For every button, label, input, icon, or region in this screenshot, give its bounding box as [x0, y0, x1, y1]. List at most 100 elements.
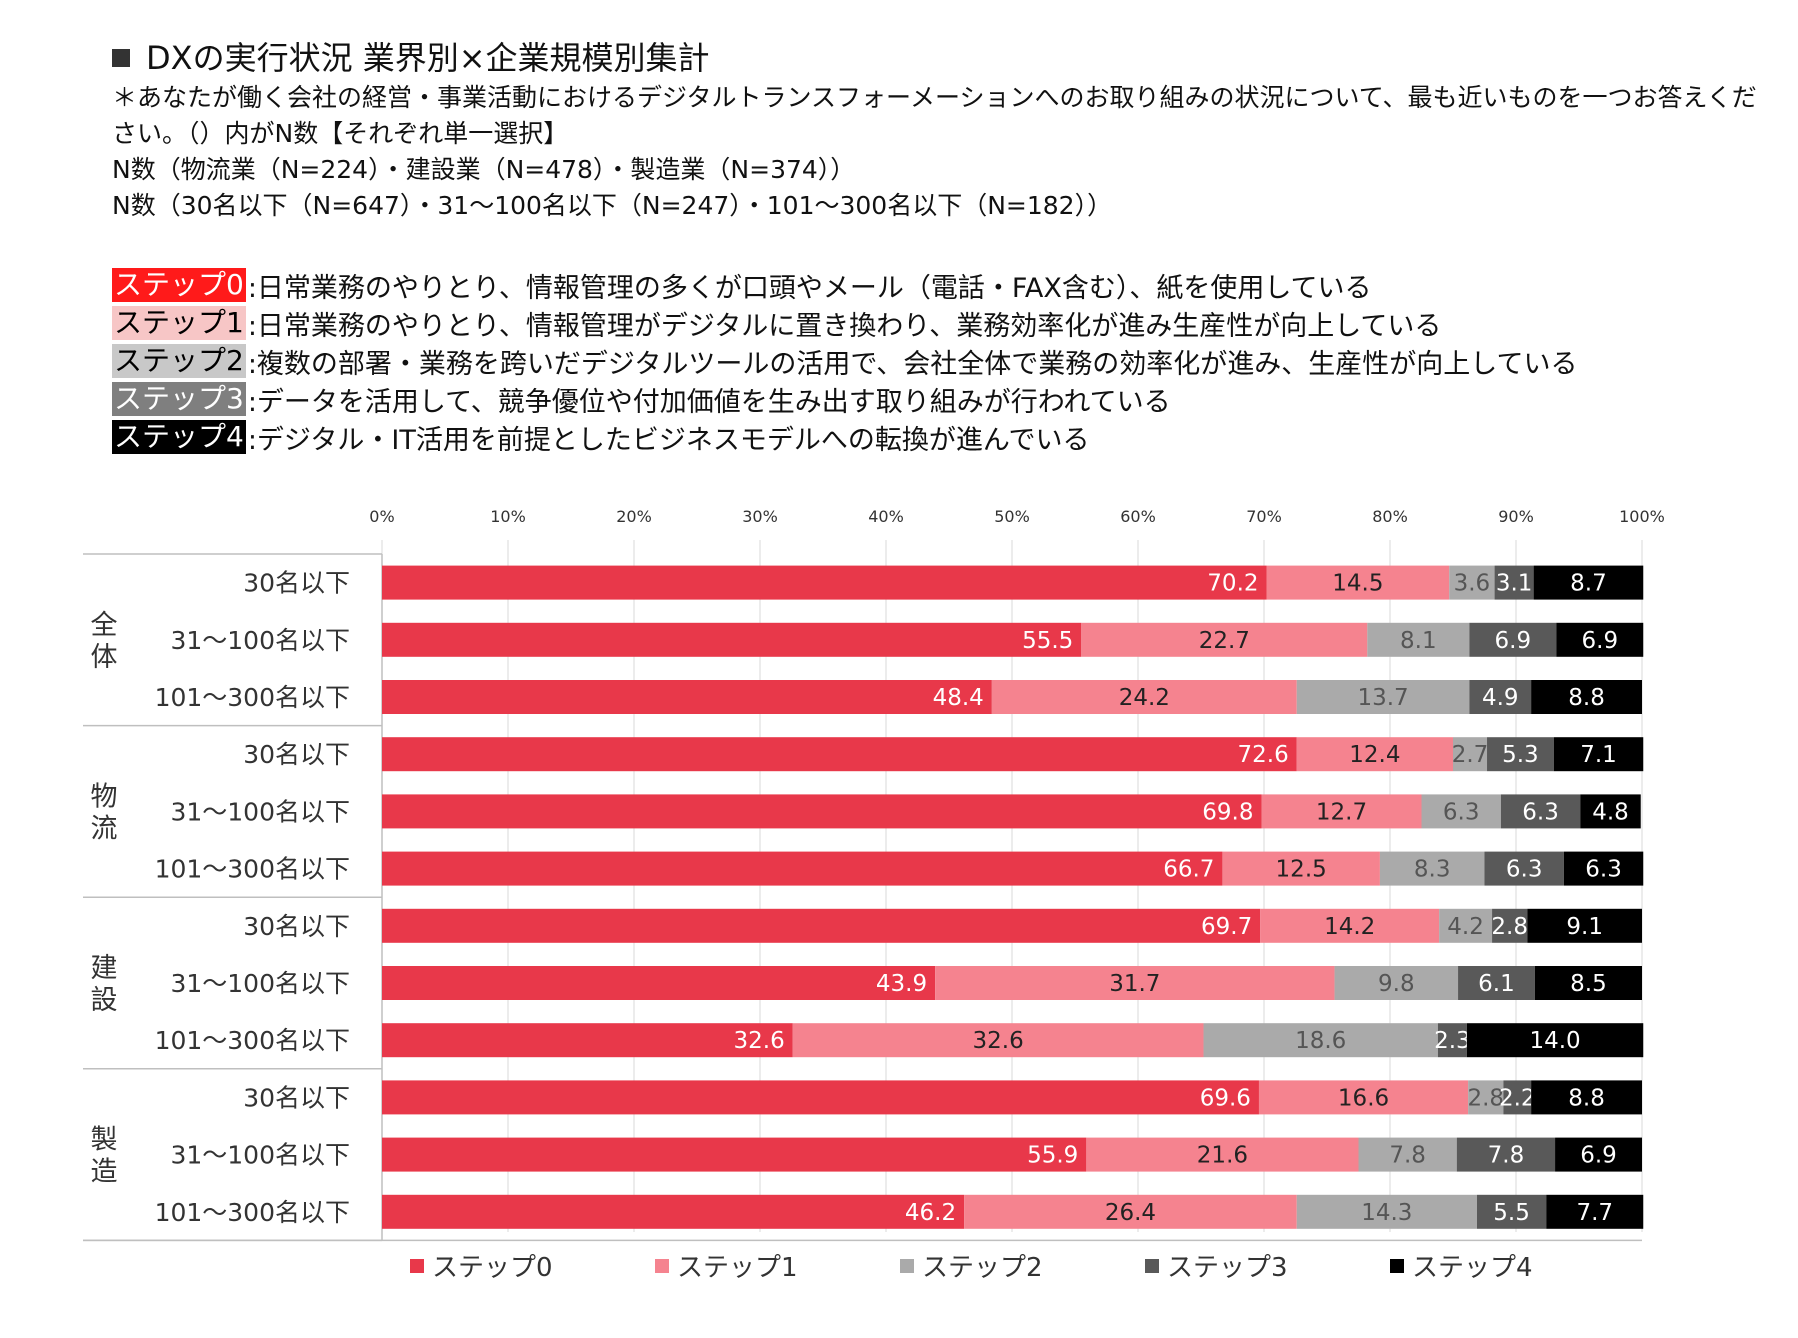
bar-segment [1296, 680, 1470, 714]
data-label: 12.4 [1349, 742, 1400, 768]
data-label: 5.3 [1502, 742, 1539, 768]
legend-swatch [655, 1259, 669, 1273]
data-label: 69.8 [1202, 799, 1253, 825]
bar-segment [1533, 565, 1644, 600]
bar-segment [792, 1023, 1204, 1058]
legend-swatch [1145, 1259, 1159, 1273]
data-label: 8.7 [1570, 571, 1607, 597]
data-label: 7.7 [1576, 1200, 1613, 1226]
category-label: 101～300名以下 [155, 1026, 350, 1055]
category-label: 31～100名以下 [170, 969, 350, 998]
bar-segment [382, 737, 1297, 772]
category-label: 30名以下 [243, 1083, 350, 1112]
data-label: 6.9 [1580, 1143, 1617, 1169]
data-label: 16.6 [1338, 1085, 1389, 1111]
bar-segment [1458, 966, 1535, 1000]
data-label: 13.7 [1357, 685, 1408, 711]
group-label: 製 [91, 1125, 118, 1156]
step-definition-1: ステップ1 :日常業務のやりとり、情報管理がデジタルに置き換わり、業務効率化が進… [112, 304, 1578, 342]
data-label: 14.2 [1324, 914, 1375, 940]
data-label: 24.2 [1119, 685, 1170, 711]
step-desc-1: :日常業務のやりとり、情報管理がデジタルに置き換わり、業務効率化が進み生産性が向… [247, 310, 1442, 342]
data-label: 6.1 [1478, 971, 1515, 997]
question-text: ＊あなたが働く会社の経営・事業活動におけるデジタルトランスフォーメーションへのお… [112, 83, 1757, 148]
data-label: 4.2 [1447, 914, 1484, 940]
bar-segment [382, 908, 1261, 943]
data-label: 69.7 [1201, 914, 1252, 940]
category-label: 101～300名以下 [155, 683, 350, 712]
x-tick-label: 60% [1120, 507, 1156, 526]
data-label: 6.3 [1506, 857, 1543, 883]
legend-label: ステップ4 [1412, 1253, 1533, 1283]
data-label: 18.6 [1295, 1028, 1346, 1054]
bar-segment [1534, 966, 1642, 1000]
bar-segment [1531, 1080, 1642, 1115]
group-label: 建 [91, 953, 118, 984]
group-label: 全 [91, 610, 118, 641]
bar-segment [1439, 908, 1493, 943]
bar-segment [1358, 1137, 1457, 1172]
data-label: 46.2 [905, 1200, 956, 1226]
x-tick-label: 100% [1619, 507, 1665, 526]
data-label: 55.5 [1022, 628, 1073, 654]
step-label-3: ステップ3 [112, 382, 246, 416]
group-label: 設 [91, 985, 118, 1016]
data-label: 2.7 [1452, 742, 1489, 768]
bar-segment [1556, 622, 1644, 657]
data-label: 14.3 [1361, 1200, 1412, 1226]
category-label: 31～100名以下 [170, 1141, 350, 1170]
data-label: 21.6 [1197, 1143, 1248, 1169]
data-label: 8.8 [1568, 1085, 1605, 1111]
bar-segment [1453, 737, 1488, 772]
x-tick-label: 90% [1498, 507, 1534, 526]
bar-segment [1456, 1137, 1556, 1172]
bar-segment [1468, 1080, 1504, 1115]
data-label: 55.9 [1027, 1143, 1078, 1169]
step-definition-0: ステップ0 :日常業務のやりとり、情報管理の多くが口頭やメール（電話・FAX含む… [112, 266, 1578, 304]
legend-swatch [1390, 1259, 1404, 1273]
bar-segment [991, 680, 1297, 714]
data-label: 31.7 [1109, 971, 1160, 997]
data-label: 6.3 [1443, 799, 1480, 825]
x-tick-label: 40% [868, 507, 904, 526]
legend-label: ステップ0 [432, 1253, 553, 1283]
bar-segment [1484, 851, 1564, 886]
data-label: 12.7 [1316, 799, 1367, 825]
data-label: 26.4 [1105, 1200, 1156, 1226]
data-label: 8.1 [1400, 628, 1437, 654]
bar-segment [1421, 794, 1501, 829]
group-label: 流 [91, 813, 118, 844]
data-label: 14.5 [1332, 571, 1383, 597]
data-label: 3.6 [1454, 571, 1491, 597]
bar-segment [382, 1080, 1259, 1115]
data-label: 2.3 [1434, 1028, 1471, 1054]
bar-segment [1266, 565, 1450, 600]
data-label: 32.6 [734, 1028, 785, 1054]
bar-segment [1260, 908, 1440, 943]
group-label: 造 [91, 1157, 118, 1188]
bar-segment [1555, 1137, 1642, 1172]
bar-segment [1203, 1023, 1438, 1058]
legend-swatch [900, 1259, 914, 1273]
step-desc-2: :複数の部署・業務を跨いだデジタルツールの活用で、会社全体で業務の効率化が進み、… [247, 348, 1578, 380]
step-definition-3: ステップ3 :データを活用して、競争優位や付加価値を生み出す取り組みが行われてい… [112, 380, 1578, 418]
bar-segment [1367, 622, 1470, 657]
x-tick-label: 30% [742, 507, 778, 526]
bar-segment [1494, 565, 1534, 600]
bar-segment [1334, 966, 1459, 1000]
bar-segment [1553, 737, 1644, 772]
data-label: 7.1 [1580, 742, 1617, 768]
page-title: DXの実行状況 業界別×企業規模別集計 [112, 36, 1772, 80]
x-tick-label: 20% [616, 507, 652, 526]
category-label: 31～100名以下 [170, 626, 350, 655]
n-size-text: N数（30名以下（N=647）・31～100名以下（N=247）・101～300… [112, 191, 1113, 220]
data-label: 4.8 [1592, 799, 1629, 825]
bar-segment [1487, 737, 1554, 772]
bar-segment [1258, 1080, 1469, 1115]
data-label: 8.8 [1568, 685, 1605, 711]
category-label: 101～300名以下 [155, 1198, 350, 1227]
bar-segment [1531, 680, 1642, 714]
x-tick-label: 70% [1246, 507, 1282, 526]
step-desc-4: :デジタル・IT活用を前提としたビジネスモデルへの転換が進んでいる [247, 424, 1090, 456]
step-definition-2: ステップ2 :複数の部署・業務を跨いだデジタルツールの活用で、会社全体で業務の効… [112, 342, 1578, 380]
